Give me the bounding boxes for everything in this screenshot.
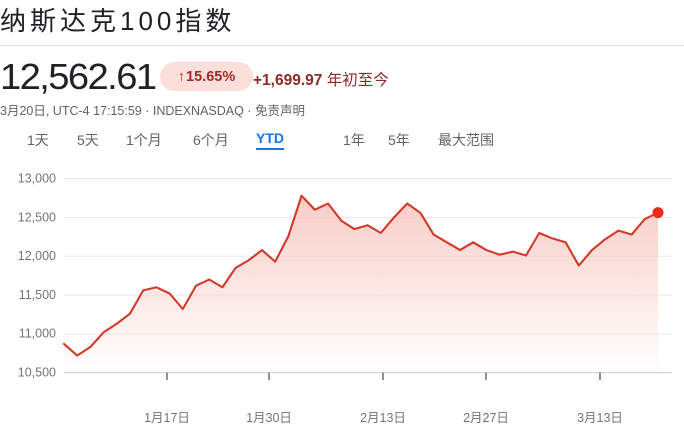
svg-text:2月13日: 2月13日 bbox=[360, 411, 406, 425]
svg-text:1月30日: 1月30日 bbox=[246, 411, 292, 425]
svg-text:10,500: 10,500 bbox=[18, 365, 56, 379]
svg-text:1月17日: 1月17日 bbox=[144, 411, 190, 425]
svg-text:12,000: 12,000 bbox=[18, 249, 56, 263]
svg-text:3月13日: 3月13日 bbox=[577, 411, 623, 425]
svg-text:2月27日: 2月27日 bbox=[463, 411, 509, 425]
svg-text:11,000: 11,000 bbox=[19, 327, 56, 341]
svg-text:13,000: 13,000 bbox=[18, 172, 56, 186]
svg-text:12,500: 12,500 bbox=[18, 210, 56, 224]
svg-text:11,500: 11,500 bbox=[19, 288, 56, 302]
